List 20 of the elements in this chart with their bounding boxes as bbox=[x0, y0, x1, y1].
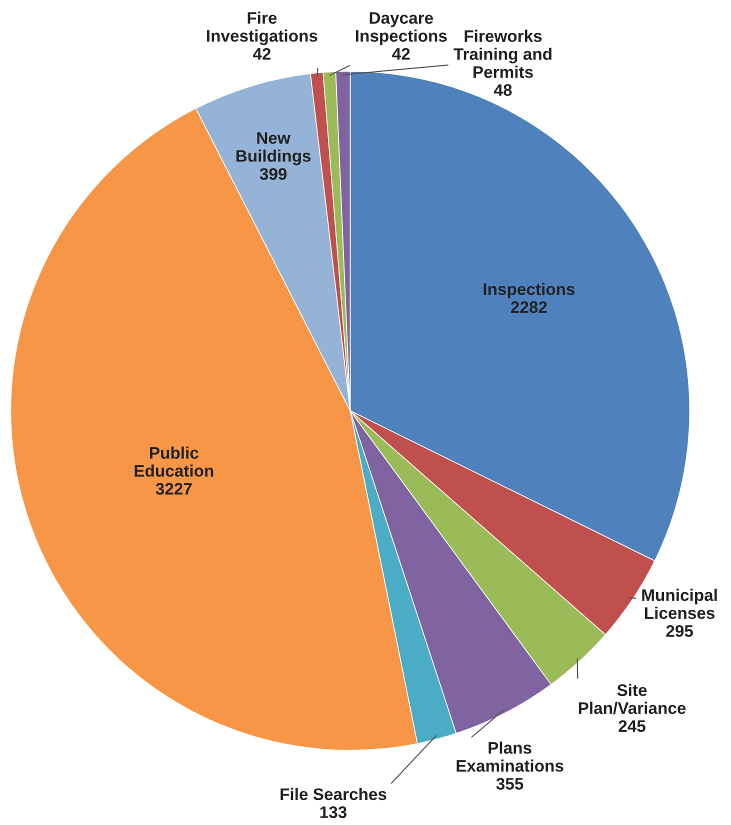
slice-label: New Buildings bbox=[236, 132, 311, 166]
data-label: 245 bbox=[618, 720, 646, 732]
data-label: 295 bbox=[666, 625, 693, 637]
slice-label: Daycare Inspections bbox=[356, 12, 447, 46]
slice-label: Fireworks Training and Permits bbox=[454, 30, 552, 78]
slice-label: Site Plan/Variance bbox=[578, 684, 686, 714]
data-label: 42 bbox=[252, 48, 271, 60]
data-label: 3227 bbox=[156, 482, 192, 495]
slice-label: Plans Examinations bbox=[456, 742, 564, 772]
data-label: 133 bbox=[320, 806, 347, 818]
slice-label: File Searches bbox=[280, 788, 386, 800]
slice-label: Inspections bbox=[484, 282, 575, 298]
data-label: 48 bbox=[494, 84, 512, 96]
data-label: 355 bbox=[496, 778, 524, 790]
data-label: 399 bbox=[260, 168, 287, 180]
data-label: 42 bbox=[392, 48, 410, 60]
slice-label: Public Education bbox=[134, 446, 214, 477]
data-label: 2282 bbox=[510, 301, 547, 314]
slice-label: Fire Investigations bbox=[207, 12, 318, 46]
slice-label: Municipal Licenses bbox=[642, 588, 717, 619]
